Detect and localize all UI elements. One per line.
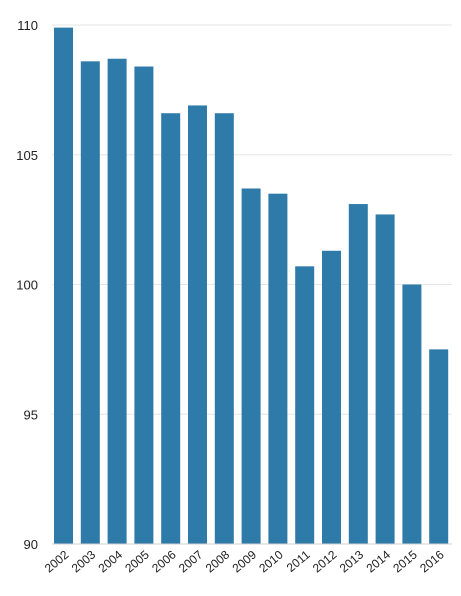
bar-2011	[295, 266, 315, 544]
bar-2002	[54, 27, 73, 545]
bar-2014	[375, 214, 395, 544]
x-tick-label: 2009	[230, 547, 260, 575]
bar-2008	[214, 113, 234, 544]
x-tick-label: 2012	[310, 547, 340, 575]
y-tick-label: 105	[16, 148, 38, 163]
bar-2005	[134, 66, 154, 545]
y-tick-label: 95	[24, 407, 38, 422]
bar-2006	[161, 113, 181, 544]
x-tick-label: 2004	[96, 547, 126, 575]
x-tick-label: 2016	[417, 547, 447, 575]
bar-2010	[268, 193, 288, 545]
y-axis-ticks: 90 95 100 105 110	[16, 18, 38, 552]
x-tick-label: 2008	[203, 547, 233, 575]
x-tick-label: 2007	[176, 547, 206, 575]
bars	[54, 27, 449, 545]
bar-2015	[402, 284, 422, 544]
bar-2016	[429, 349, 449, 544]
y-tick-label: 90	[24, 537, 38, 552]
x-tick-label: 2010	[256, 547, 286, 575]
bar-2012	[322, 250, 341, 544]
x-tick-label: 2015	[390, 547, 420, 575]
x-tick-label: 2003	[69, 547, 99, 575]
bar-2009	[241, 188, 261, 545]
x-axis-ticks: 2002200320042005200620072008200920102011…	[42, 547, 447, 575]
x-tick-label: 2006	[149, 547, 179, 575]
x-tick-label: 2011	[284, 547, 313, 575]
bar-2004	[107, 58, 127, 545]
bar-2003	[80, 61, 100, 544]
x-tick-label: 2013	[337, 547, 367, 575]
bar-2013	[348, 204, 368, 544]
x-tick-label: 2002	[42, 547, 72, 575]
x-tick-label: 2014	[364, 547, 394, 575]
y-tick-label: 110	[17, 18, 38, 33]
y-tick-label: 100	[16, 278, 38, 293]
bar-2007	[188, 105, 207, 544]
x-tick-label: 2005	[122, 547, 152, 575]
